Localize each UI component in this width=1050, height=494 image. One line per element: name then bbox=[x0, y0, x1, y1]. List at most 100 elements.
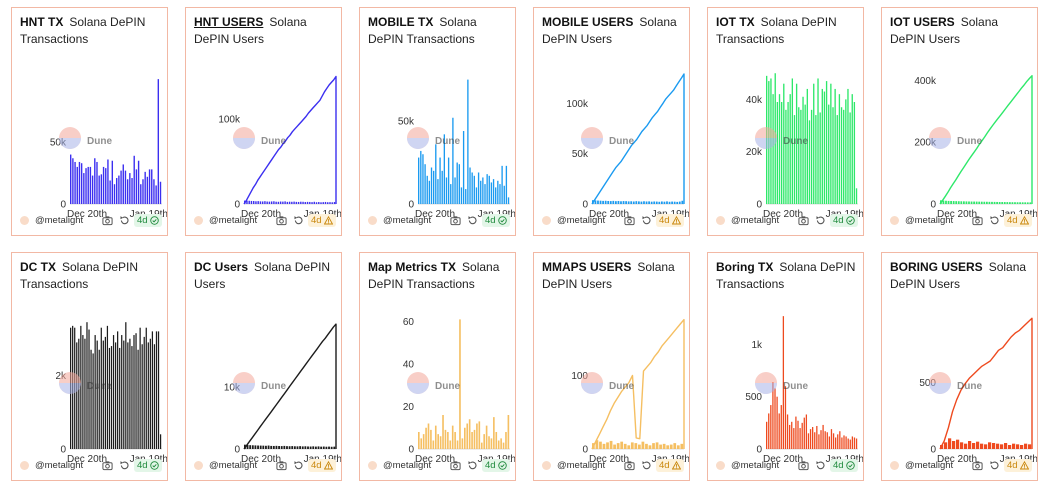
query-name[interactable]: MOBILE USERS bbox=[542, 15, 634, 29]
camera-icon[interactable] bbox=[276, 215, 287, 226]
author-name[interactable]: @metalight bbox=[557, 215, 606, 226]
freshness-badge-warn[interactable]: 4d bbox=[1004, 214, 1032, 227]
refresh-icon[interactable] bbox=[815, 460, 826, 471]
chart-card[interactable]: HNT USERS Solana DePIN Users 0 100k Dec 20th… bbox=[185, 7, 342, 236]
bar bbox=[318, 202, 320, 204]
chart-title: IOT TX Solana DePIN Transactions bbox=[716, 14, 862, 48]
refresh-icon[interactable] bbox=[293, 215, 304, 226]
query-name[interactable]: IOT USERS bbox=[890, 15, 955, 29]
chart-card[interactable]: Boring TX Solana DePIN Transactions 0 500 1k… bbox=[707, 252, 864, 481]
freshness-badge-ok[interactable]: 4d bbox=[134, 459, 162, 472]
bar bbox=[148, 169, 151, 204]
freshness-badge-warn[interactable]: 4d bbox=[656, 459, 684, 472]
query-name[interactable]: HNT USERS bbox=[194, 15, 264, 29]
camera-icon[interactable] bbox=[972, 460, 983, 471]
refresh-icon[interactable] bbox=[641, 215, 652, 226]
camera-icon[interactable] bbox=[102, 215, 113, 226]
dune-watermark: Dune bbox=[59, 127, 112, 149]
author-name[interactable]: @metalight bbox=[383, 460, 432, 471]
author-name[interactable]: @metalight bbox=[905, 460, 954, 471]
bar bbox=[678, 201, 681, 204]
chart-card[interactable]: MOBILE TX Solana DePIN Transactions 0 50k De… bbox=[359, 7, 516, 236]
author-name[interactable]: @metalight bbox=[731, 460, 780, 471]
camera-icon[interactable] bbox=[798, 215, 809, 226]
refresh-icon[interactable] bbox=[989, 460, 1000, 471]
author-name[interactable]: @metalight bbox=[209, 215, 258, 226]
bar bbox=[94, 158, 96, 204]
refresh-icon[interactable] bbox=[467, 460, 478, 471]
card-footer: @metalight 4d bbox=[890, 458, 1036, 474]
refresh-icon[interactable] bbox=[119, 215, 130, 226]
bar bbox=[641, 441, 645, 449]
query-name[interactable]: DC Users bbox=[194, 260, 249, 274]
bar bbox=[680, 443, 684, 449]
query-subtitle: Solana DePIN Transactions bbox=[20, 260, 139, 291]
camera-icon[interactable] bbox=[102, 460, 113, 471]
freshness-badge-warn[interactable]: 4d bbox=[308, 459, 336, 472]
bar bbox=[277, 201, 280, 204]
freshness-badge-warn[interactable]: 4d bbox=[656, 214, 684, 227]
chart-card[interactable]: Map Metrics TX Solana DePIN Transactions 0… bbox=[359, 252, 516, 481]
query-name[interactable]: HNT TX bbox=[20, 15, 64, 29]
author-name[interactable]: @metalight bbox=[35, 460, 84, 471]
refresh-icon[interactable] bbox=[989, 215, 1000, 226]
camera-icon[interactable] bbox=[276, 460, 287, 471]
bar bbox=[595, 440, 599, 449]
query-name[interactable]: BORING USERS bbox=[890, 260, 983, 274]
bar bbox=[501, 165, 503, 204]
freshness-badge-warn[interactable]: 4d bbox=[308, 214, 336, 227]
avatar bbox=[368, 461, 377, 470]
query-name[interactable]: IOT TX bbox=[716, 15, 755, 29]
camera-icon[interactable] bbox=[450, 215, 461, 226]
freshness-badge-warn[interactable]: 4d bbox=[1004, 459, 1032, 472]
author-name[interactable]: @metalight bbox=[383, 215, 432, 226]
freshness-badge-ok[interactable]: 4d bbox=[830, 214, 858, 227]
refresh-icon[interactable] bbox=[815, 215, 826, 226]
bar bbox=[139, 327, 141, 449]
query-name[interactable]: MOBILE TX bbox=[368, 15, 434, 29]
camera-icon[interactable] bbox=[624, 215, 635, 226]
author-name[interactable]: @metalight bbox=[209, 460, 258, 471]
bar bbox=[1029, 202, 1032, 204]
age-label: 4d bbox=[137, 215, 148, 226]
bar bbox=[948, 438, 952, 449]
author-name[interactable]: @metalight bbox=[905, 215, 954, 226]
chart-card[interactable]: IOT USERS Solana DePIN Users 0 200k 400k Dec … bbox=[881, 7, 1038, 236]
refresh-icon[interactable] bbox=[119, 460, 130, 471]
camera-icon[interactable] bbox=[624, 460, 635, 471]
chart-card[interactable]: DC TX Solana DePIN Transactions 0 2k Dec 20t… bbox=[11, 252, 168, 481]
chart-card[interactable]: MMAPS USERS Solana DePIN Users 0 100 Dec 20t… bbox=[533, 252, 690, 481]
refresh-icon[interactable] bbox=[641, 460, 652, 471]
author-name[interactable]: @metalight bbox=[731, 215, 780, 226]
bar bbox=[450, 184, 452, 204]
query-name[interactable]: Boring TX bbox=[716, 260, 774, 274]
author-name[interactable]: @metalight bbox=[35, 215, 84, 226]
refresh-icon[interactable] bbox=[293, 460, 304, 471]
freshness-badge-ok[interactable]: 4d bbox=[482, 214, 510, 227]
chart-card[interactable]: MOBILE USERS Solana DePIN Users 0 50k 100k De… bbox=[533, 7, 690, 236]
bar bbox=[955, 201, 958, 204]
bar bbox=[301, 446, 304, 449]
query-name[interactable]: MMAPS USERS bbox=[542, 260, 632, 274]
bar bbox=[956, 439, 960, 449]
freshness-badge-ok[interactable]: 4d bbox=[134, 214, 162, 227]
query-name[interactable]: Map Metrics TX bbox=[368, 260, 457, 274]
author-name[interactable]: @metalight bbox=[557, 460, 606, 471]
camera-icon[interactable] bbox=[450, 460, 461, 471]
bar bbox=[1001, 202, 1004, 204]
chart-card[interactable]: HNT TX Solana DePIN Transactions 0 50k Dec 2… bbox=[11, 7, 168, 236]
freshness-badge-ok[interactable]: 4d bbox=[830, 459, 858, 472]
camera-icon[interactable] bbox=[798, 460, 809, 471]
line-series bbox=[591, 73, 685, 205]
refresh-icon[interactable] bbox=[467, 215, 478, 226]
freshness-badge-ok[interactable]: 4d bbox=[482, 459, 510, 472]
query-name[interactable]: DC TX bbox=[20, 260, 56, 274]
bar bbox=[507, 197, 510, 204]
chart-card[interactable]: IOT TX Solana DePIN Transactions 0 20k 40k De… bbox=[707, 7, 864, 236]
x-tick-label: Dec 20th bbox=[937, 454, 977, 465]
camera-icon[interactable] bbox=[972, 215, 983, 226]
chart-card[interactable]: BORING USERS Solana DePIN Users 0 500 Dec 20… bbox=[881, 252, 1038, 481]
bar bbox=[996, 201, 998, 204]
